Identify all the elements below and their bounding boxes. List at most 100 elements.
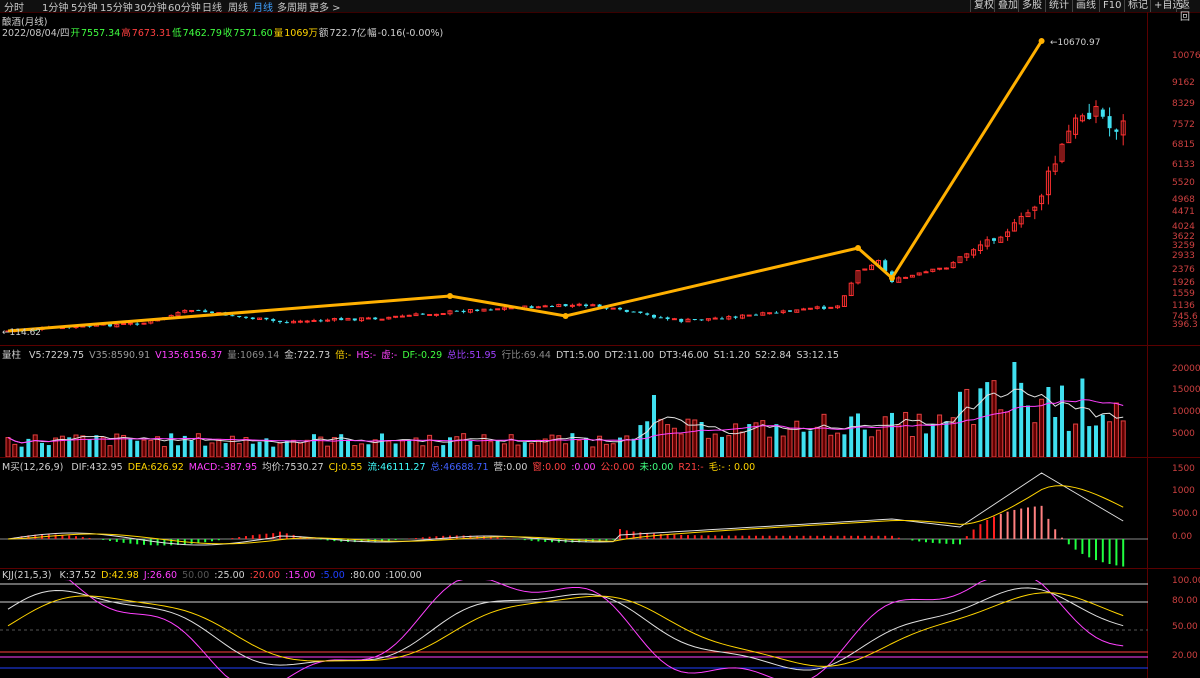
candle-body [325, 319, 331, 322]
volume-bar [862, 429, 867, 457]
period-tab-daily[interactable]: 日线 [202, 3, 222, 14]
macd-chart[interactable] [0, 469, 1148, 569]
candle-body [250, 317, 255, 320]
period-tab-fenshi[interactable]: 分时 [4, 3, 24, 14]
macd-indicator-item-11: 未:0.00 [639, 462, 674, 473]
volume-bar [726, 435, 732, 457]
kdj-axis-tick-label: 100.00 [1172, 576, 1200, 586]
multi-stock-button[interactable]: 多股 [1018, 0, 1045, 12]
candle-body [1107, 116, 1112, 129]
candlestick-chart[interactable]: ←10670.97 ←114.62 [0, 13, 1148, 346]
volume-bar [1005, 411, 1011, 457]
candle-body [297, 320, 303, 323]
candle-body [794, 309, 800, 313]
kdj-line [64, 580, 1124, 678]
period-tab-weekly[interactable]: 周线 [228, 3, 248, 14]
price-axis-tick-label: 1136 [1172, 301, 1195, 311]
volume-bar [821, 413, 827, 457]
period-tab-60min[interactable]: 60分钟 [168, 3, 201, 14]
volume-bar [944, 421, 949, 457]
period-tab-more[interactable]: 更多 > [309, 3, 341, 14]
volume-bar [890, 412, 894, 457]
candle-body [950, 262, 956, 269]
candle-body [203, 310, 208, 313]
volume-indicator-item-14: S1:1.20 [713, 350, 751, 361]
volume-bar [903, 411, 909, 457]
candle-body [481, 308, 487, 312]
volume-bar [618, 437, 622, 457]
period-tab-1min[interactable]: 1分钟 [42, 3, 69, 14]
volume-bar [155, 436, 161, 457]
mark-button[interactable]: 标记 [1124, 0, 1151, 12]
period-tab-5min[interactable]: 5分钟 [71, 3, 98, 14]
volume-bar [610, 443, 616, 457]
volume-bar [875, 429, 881, 457]
price-axis: 10076 9162 8329 7572 6815 6133 5520 4968 4471 402… [1148, 0, 1200, 345]
volume-value: 1069万 [284, 28, 318, 39]
candle-body [957, 256, 963, 264]
candle-body [712, 317, 718, 320]
period-tab-monthly[interactable]: 月线 [253, 3, 273, 14]
kdj-chart[interactable] [0, 580, 1148, 678]
amount-value: 722.7亿 [329, 28, 367, 39]
candle-body [420, 313, 425, 315]
volume-bar [739, 431, 745, 457]
volume-bar [32, 434, 38, 457]
volume-bar [250, 443, 255, 457]
volume-bar [386, 440, 392, 457]
statistics-button[interactable]: 统计 [1045, 0, 1072, 12]
candle-body [869, 264, 875, 271]
candle-body [937, 267, 943, 270]
candle-body [679, 318, 684, 322]
macd-indicator-bar: M买(12,26,9) DIF:432.95 DEA:626.92 MACD:-38… [2, 459, 756, 473]
volume-bar [304, 439, 310, 457]
peak-price-label: ←10670.97 [1050, 38, 1100, 48]
volume-bar [312, 434, 316, 457]
trend-arrowhead [855, 245, 861, 251]
macd-axis-tick-label: 1000 [1172, 486, 1195, 496]
volume-bar [631, 438, 636, 457]
candle-body [550, 306, 554, 308]
period-tab-30min[interactable]: 30分钟 [134, 3, 167, 14]
candle-body [909, 274, 915, 278]
volume-indicator-item-0: V5:7229.75 [29, 350, 85, 361]
candle-body [196, 309, 201, 311]
period-tab-multi[interactable]: 多周期 [277, 3, 307, 14]
price-axis-tick-label: 396.3 [1172, 320, 1198, 330]
back-button[interactable]: 返回 [1176, 0, 1200, 23]
candle-body [984, 239, 990, 247]
candle-body [1073, 117, 1079, 135]
candle-body [318, 320, 323, 322]
volume-chart[interactable] [0, 357, 1148, 457]
fuquan-button[interactable]: 复权 [970, 0, 997, 12]
price-axis-tick-label: 3622 [1172, 232, 1195, 242]
volume-bar [780, 435, 786, 457]
candle-body [964, 253, 970, 258]
volume-bar [399, 439, 405, 457]
volume-indicator-item-7: 虚:- [381, 350, 398, 361]
close-value: 7571.60 [233, 28, 273, 39]
candle-body [352, 318, 357, 321]
macd-indicator-item-3: 均价:7530.27 [262, 462, 324, 473]
volume-bar [542, 438, 548, 457]
volume-bar [195, 433, 201, 457]
candle-body [855, 270, 861, 284]
candle-body [685, 318, 691, 323]
overlay-button[interactable]: 叠加 [994, 0, 1021, 12]
volume-bar [958, 391, 962, 457]
volume-bar [182, 435, 187, 457]
price-axis-tick-label: 1926 [1172, 278, 1195, 288]
f10-button[interactable]: F10 [1099, 0, 1124, 12]
candle-body [345, 317, 351, 321]
draw-line-button[interactable]: 画线 [1072, 0, 1099, 12]
candle-body [726, 316, 732, 320]
candle-body [590, 304, 596, 307]
period-tab-15min[interactable]: 15分钟 [100, 3, 133, 14]
macd-indicator-item-5: 流:46111.27 [367, 462, 426, 473]
price-axis-tick-label: 9162 [1172, 78, 1195, 88]
macd-indicator-item-2: MACD:-387.95 [188, 462, 258, 473]
volume-bar [87, 439, 92, 457]
candle-body [556, 304, 562, 308]
add-favorite-button[interactable]: +自选 [1150, 0, 1185, 12]
candle-body [930, 268, 936, 272]
